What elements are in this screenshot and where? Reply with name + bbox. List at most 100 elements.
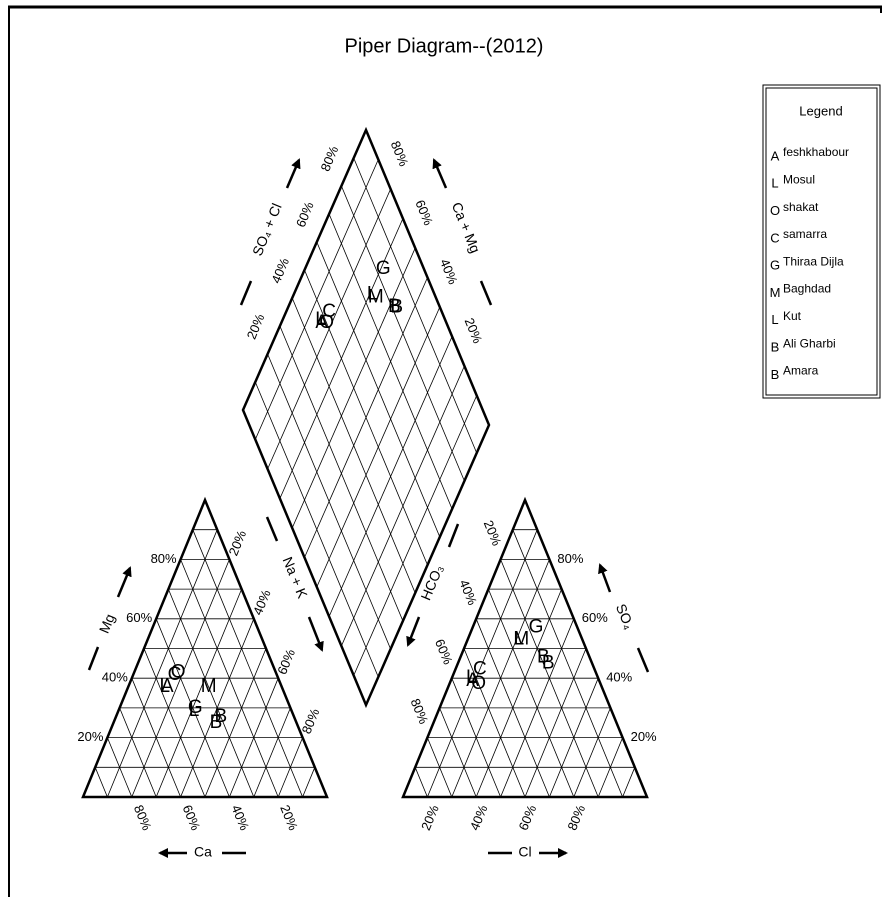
legend-marker: G bbox=[770, 258, 780, 273]
tick-label: 60% bbox=[293, 199, 317, 229]
data-point: G bbox=[188, 697, 203, 718]
grid-line bbox=[475, 588, 562, 798]
frame bbox=[8, 5, 882, 897]
tick-label: 60% bbox=[126, 610, 152, 625]
grid-line bbox=[451, 678, 501, 798]
grid-line bbox=[316, 306, 441, 588]
grid-line bbox=[328, 336, 453, 617]
data-point: B bbox=[542, 652, 555, 673]
grid-line bbox=[622, 767, 636, 798]
data-point: A bbox=[161, 676, 174, 697]
data-point: B bbox=[215, 706, 228, 727]
grid-line bbox=[131, 678, 181, 798]
axis-arrow bbox=[432, 158, 448, 189]
data-point: L bbox=[315, 309, 326, 330]
grid-line bbox=[414, 767, 428, 798]
data-point: G bbox=[529, 617, 544, 638]
grid-line bbox=[94, 767, 108, 798]
grid-line bbox=[302, 767, 316, 798]
tick-label: 60% bbox=[582, 610, 608, 625]
data-point: B bbox=[388, 296, 401, 317]
data-point: O bbox=[171, 661, 186, 682]
data-point: B bbox=[537, 646, 550, 667]
axis-dash bbox=[636, 647, 650, 673]
grid-line bbox=[204, 648, 267, 798]
cation-triangle bbox=[81, 496, 329, 799]
tick-label: 80% bbox=[557, 551, 583, 566]
grid-line bbox=[168, 588, 255, 798]
tick-label: 80% bbox=[299, 706, 323, 736]
legend-marker: C bbox=[770, 230, 779, 245]
axis-label: Cl bbox=[518, 844, 531, 860]
axis-arrow bbox=[116, 566, 132, 598]
axis-label: Ca bbox=[194, 844, 212, 860]
data-point: O bbox=[319, 312, 334, 333]
data-point: A bbox=[315, 312, 328, 333]
tick-label: 40% bbox=[268, 255, 292, 285]
grid-line bbox=[277, 737, 303, 798]
data-point: C bbox=[473, 658, 487, 679]
tick-label: 20% bbox=[631, 729, 657, 744]
tick-label: 60% bbox=[274, 646, 298, 676]
anion-triangle bbox=[401, 496, 649, 799]
grid-line bbox=[229, 678, 279, 798]
tick-label: 40% bbox=[456, 577, 480, 607]
data-point: L bbox=[159, 676, 170, 697]
axis-arrow bbox=[307, 616, 324, 652]
tick-label: 20% bbox=[481, 518, 505, 548]
grid-line bbox=[353, 395, 478, 676]
tick-label: 20% bbox=[462, 316, 486, 346]
tick-label: 20% bbox=[77, 729, 103, 744]
tick-label: 80% bbox=[151, 551, 177, 566]
axis-label: Mg bbox=[96, 611, 118, 635]
data-point: L bbox=[189, 700, 200, 721]
grid-line bbox=[304, 269, 428, 566]
tick-label: 40% bbox=[250, 587, 274, 617]
grid-line bbox=[253, 707, 291, 798]
grid-line bbox=[107, 737, 133, 798]
tick-label: 80% bbox=[408, 696, 432, 726]
data-point: C bbox=[168, 664, 182, 685]
legend-label: Ali Gharbi bbox=[783, 336, 836, 350]
axis-label: SO₄ bbox=[613, 601, 638, 631]
grid-line bbox=[353, 157, 478, 454]
legend-label: samarra bbox=[783, 227, 827, 241]
legend: Legend bbox=[762, 84, 881, 399]
legend-marker: B bbox=[771, 340, 780, 355]
data-point: L bbox=[466, 667, 477, 688]
axis-dash bbox=[239, 280, 253, 306]
data-point: M bbox=[201, 676, 217, 697]
tick-label: 60% bbox=[432, 637, 456, 667]
axis-dash bbox=[265, 516, 279, 542]
axis-arrow bbox=[285, 158, 301, 189]
tick-label: 60% bbox=[180, 803, 204, 833]
legend-label: Mosul bbox=[783, 172, 815, 186]
axis-label: Ca + Mg bbox=[449, 200, 484, 255]
tick-label: 20% bbox=[225, 528, 249, 558]
grid-line bbox=[524, 648, 587, 798]
axis-arrow bbox=[598, 563, 612, 593]
axis-dash bbox=[87, 646, 100, 671]
legend-label: Amara bbox=[783, 364, 819, 378]
grid-line bbox=[512, 529, 623, 798]
tick-label: 80% bbox=[317, 143, 341, 173]
grid-line bbox=[155, 588, 242, 798]
legend-marker: L bbox=[771, 312, 778, 327]
grid-line bbox=[427, 529, 538, 798]
diamond bbox=[241, 126, 491, 709]
legend-marker: A bbox=[771, 148, 780, 163]
legend-label: Kut bbox=[783, 309, 802, 323]
legend-marker: L bbox=[771, 176, 778, 191]
grid-line bbox=[107, 529, 218, 798]
axis-label: HCO₃ bbox=[417, 562, 446, 602]
grid-line bbox=[463, 648, 526, 798]
data-point: O bbox=[471, 673, 486, 694]
grid-line bbox=[119, 707, 157, 798]
legend-label: Baghdad bbox=[783, 282, 831, 296]
tick-label: 60% bbox=[412, 198, 436, 228]
legend-marker: M bbox=[770, 285, 781, 300]
chart-title: Piper Diagram--(2012) bbox=[345, 35, 544, 57]
legend-marker: O bbox=[770, 203, 780, 218]
tick-label: 40% bbox=[102, 670, 128, 685]
legend-marker: B bbox=[771, 367, 780, 382]
